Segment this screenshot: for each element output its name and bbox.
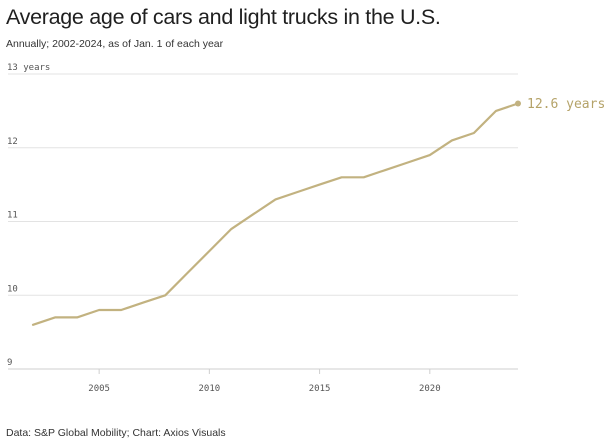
x-tick-label: 2015 <box>309 384 331 394</box>
y-tick-label: 13 years <box>7 63 50 73</box>
end-point-marker <box>515 100 521 107</box>
y-tick-label: 10 <box>7 284 18 294</box>
end-value-label: 12.6 years <box>527 97 605 112</box>
gridlines <box>8 73 518 296</box>
x-tick-label: 2010 <box>199 384 221 394</box>
chart-subtitle: Annually; 2002-2024, as of Jan. 1 of eac… <box>6 38 224 50</box>
x-tick-label: 2020 <box>419 384 441 394</box>
source-note: Data: S&P Global Mobility; Chart: Axios … <box>6 427 226 439</box>
series-line <box>31 102 520 326</box>
y-tick-label: 11 <box>7 211 18 221</box>
series-layer <box>31 102 520 326</box>
chart-title: Average age of cars and light trucks in … <box>6 5 441 29</box>
end-annotation: 12.6 years <box>515 97 605 112</box>
x-axis: 2005 2010 2015 2020 <box>8 368 518 394</box>
y-tick-label: 12 <box>7 137 18 147</box>
y-tick-label: 9 <box>7 358 12 368</box>
y-axis-tick-labels: 9 10 11 12 13 years <box>7 63 50 368</box>
x-tick-label: 2005 <box>88 384 110 394</box>
